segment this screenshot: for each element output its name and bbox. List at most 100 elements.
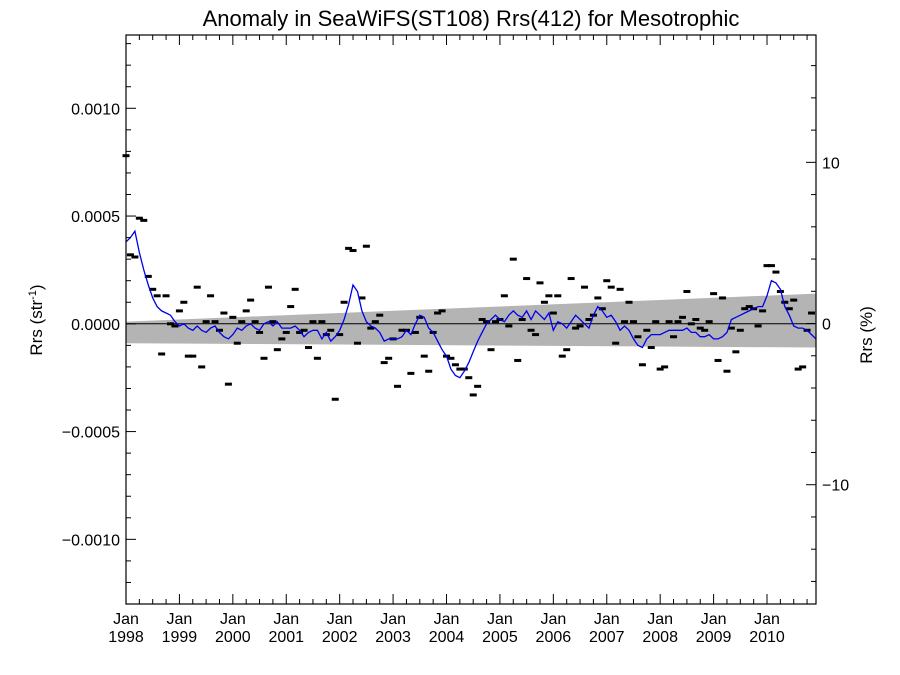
data-point [652, 320, 660, 324]
data-point [661, 365, 669, 369]
x-tick-label-month: Jan [487, 611, 513, 628]
x-tick-label-year: 1998 [108, 629, 144, 646]
data-point [483, 320, 491, 324]
data-point [790, 298, 798, 302]
data-point [540, 300, 548, 304]
data-point [131, 255, 139, 259]
x-tick-label-year: 2008 [642, 629, 678, 646]
data-point [202, 320, 210, 324]
data-point [300, 328, 308, 332]
data-point [371, 320, 379, 324]
x-tick-label-year: 2005 [482, 629, 518, 646]
left-axis: 0.0010 0.0005 0.0000 −0.0005 −0.0010 [62, 43, 136, 583]
scatter-layer [122, 154, 816, 401]
x-tick-label-month: Jan [434, 611, 460, 628]
data-point [135, 216, 143, 220]
data-point [269, 320, 277, 324]
data-point [576, 324, 584, 328]
data-point [736, 328, 744, 332]
x-tick-label-year: 2009 [696, 629, 732, 646]
data-point [710, 292, 718, 296]
data-point [171, 324, 179, 328]
data-point [180, 300, 188, 304]
data-point [220, 311, 228, 315]
data-point [772, 270, 780, 274]
data-point [358, 296, 366, 300]
data-point [598, 307, 606, 311]
data-point [447, 356, 455, 360]
chart-title: Anomaly in SeaWiFS(ST108) Rrs(412) for M… [203, 6, 740, 31]
data-point [585, 318, 593, 321]
x-tick-label-month: Jan [220, 611, 246, 628]
data-point [474, 384, 482, 388]
x-tick-label-month: Jan [540, 611, 566, 628]
data-point [362, 244, 370, 248]
plot-frame [125, 34, 817, 605]
data-point [380, 361, 388, 365]
data-point [754, 324, 762, 328]
data-point [727, 326, 735, 330]
data-point [558, 354, 566, 358]
data-point [514, 358, 522, 362]
data-point [278, 337, 286, 341]
data-point [322, 333, 330, 337]
data-point [162, 294, 170, 298]
data-point [305, 346, 313, 350]
data-point [434, 311, 442, 315]
data-point [465, 376, 473, 380]
data-point [741, 307, 749, 311]
data-point [189, 354, 197, 358]
data-point [536, 281, 544, 285]
data-point [451, 363, 459, 367]
x-tick-label-year: 2001 [268, 629, 304, 646]
data-point [763, 264, 771, 268]
data-point [638, 363, 646, 367]
data-point [491, 320, 499, 324]
data-point [336, 333, 344, 337]
data-point [425, 369, 433, 373]
data-point [456, 367, 464, 371]
data-point [287, 305, 295, 309]
data-point [411, 330, 419, 334]
data-point [296, 330, 304, 334]
data-point [572, 326, 580, 330]
data-point [331, 397, 339, 401]
x-tick-label-month: Jan [113, 611, 139, 628]
data-point [233, 341, 241, 345]
x-tick-label-year: 2004 [429, 629, 465, 646]
x-tick-label-year: 2010 [749, 629, 785, 646]
data-point [808, 311, 816, 315]
data-point [625, 300, 633, 304]
data-point [149, 287, 157, 291]
data-point [603, 279, 611, 283]
x-tick-label-month: Jan [647, 611, 673, 628]
data-point [678, 315, 686, 319]
data-point [665, 320, 673, 324]
data-point [629, 320, 637, 324]
data-point [313, 356, 321, 360]
data-point [523, 277, 531, 281]
x-tick-label-year: 1999 [162, 629, 198, 646]
data-point [794, 367, 802, 371]
moving-average-line [125, 229, 817, 379]
data-point [349, 249, 357, 253]
data-point [745, 305, 753, 309]
data-point [353, 341, 361, 345]
data-point [714, 358, 722, 362]
data-point [420, 354, 428, 358]
x-tick-label-month: Jan [380, 611, 406, 628]
data-point [545, 294, 553, 298]
data-point [701, 328, 709, 332]
x-tick-label-month: Jan [327, 611, 353, 628]
left-tick-label: −0.0005 [62, 425, 120, 442]
right-tick-label: 0 [822, 317, 831, 334]
data-point [505, 324, 513, 328]
x-axis: Jan1998Jan1999Jan2000Jan2001Jan2002Jan20… [108, 35, 808, 646]
data-point [799, 365, 807, 369]
data-point [478, 318, 486, 321]
data-point [242, 309, 250, 313]
data-point [385, 356, 393, 360]
data-point [407, 371, 415, 375]
right-tick-label: 10 [822, 155, 840, 172]
data-point [692, 318, 700, 321]
